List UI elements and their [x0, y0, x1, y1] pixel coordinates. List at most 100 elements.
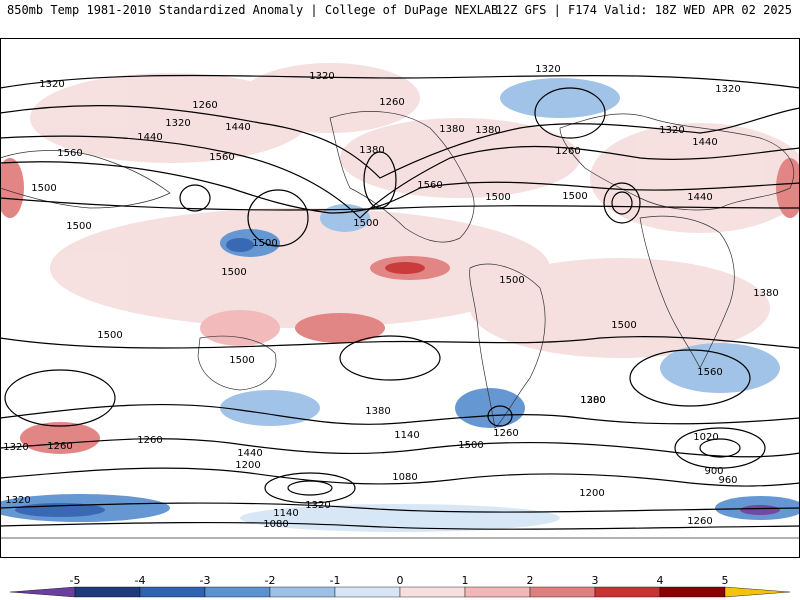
contour-label: 1320	[659, 125, 684, 136]
africa-coast	[639, 215, 735, 369]
legend-tick: -5	[69, 574, 81, 587]
contour-label: 1260	[47, 441, 72, 452]
closed-contour	[363, 151, 397, 209]
legend-swatch	[269, 586, 336, 598]
height-contours	[0, 74, 800, 530]
legend-tick: -4	[134, 574, 146, 587]
closed-contour	[287, 480, 333, 496]
contour-line	[0, 521, 800, 530]
warm-anomaly	[470, 258, 770, 358]
contour-label: 900	[704, 466, 723, 477]
contour-label: 1500	[499, 275, 524, 286]
legend-swatch	[74, 586, 141, 598]
contour-label: 1380	[580, 395, 605, 406]
contour-label: 1560	[57, 148, 82, 159]
closed-contour	[487, 405, 513, 427]
contour-line	[0, 161, 800, 214]
legend-swatch	[399, 586, 466, 598]
legend-tick: 4	[656, 574, 664, 587]
legend-tick: -2	[264, 574, 276, 587]
contour-label: 1380	[359, 145, 384, 156]
contour-label: 1380	[475, 125, 500, 136]
legend-swatch	[724, 586, 791, 598]
closed-contour	[603, 182, 641, 224]
contour-label: 1260	[192, 100, 217, 111]
anomaly-shading	[0, 63, 800, 532]
contour-label: 1440	[692, 137, 717, 148]
closed-contour	[629, 349, 751, 407]
contour-label: 1260	[379, 97, 404, 108]
contour-label: 1200	[579, 488, 604, 499]
contour-label: 1560	[697, 367, 722, 378]
cold-anomaly	[455, 388, 525, 428]
legend-swatch	[529, 586, 596, 598]
legend-swatch	[204, 586, 271, 598]
contour-label: 1440	[687, 192, 712, 203]
legend-tick: -3	[199, 574, 211, 587]
contour-label: 1380	[753, 288, 778, 299]
cold-anomaly	[226, 238, 254, 252]
australia-coast	[197, 335, 277, 391]
warm-anomaly	[590, 123, 800, 233]
closed-contour	[699, 438, 741, 458]
legend-swatch	[334, 586, 401, 598]
contour-label: 1320	[39, 79, 64, 90]
south-america-coast	[469, 263, 546, 429]
closed-contour	[674, 427, 766, 469]
contour-label: 1500	[252, 238, 277, 249]
contour-label: 1500	[353, 218, 378, 229]
contour-label: 1320	[309, 71, 334, 82]
cold-anomaly	[220, 390, 320, 426]
legend-tick: 1	[461, 574, 469, 587]
warm-anomaly	[340, 118, 580, 198]
contour-label: 1320	[305, 500, 330, 511]
warm-anomaly	[20, 422, 100, 454]
legend-swatch	[464, 586, 531, 598]
contour-label: 1500	[458, 440, 483, 451]
contour-line	[0, 104, 800, 179]
contour-label: 1500	[229, 355, 254, 366]
contour-line	[0, 403, 800, 425]
contour-line	[0, 74, 800, 89]
contour-line	[0, 502, 800, 513]
map-title: 850mb Temp 1981-2010 Standardized Anomal…	[7, 3, 499, 17]
contour-label: 1320	[3, 442, 28, 453]
contour-label: 1260	[493, 428, 518, 439]
contour-label: 1500	[221, 267, 246, 278]
legend-swatch	[9, 586, 76, 598]
legend-swatch	[659, 586, 726, 598]
contour-label: 1380	[365, 406, 390, 417]
contour-label: 1320	[165, 118, 190, 129]
contour-label: 1200	[580, 395, 605, 406]
north-america-coast	[329, 111, 475, 243]
contour-label: 1560	[417, 180, 442, 191]
warm-anomaly	[0, 158, 24, 218]
contour-label: 1440	[237, 448, 262, 459]
contour-label: 1320	[5, 495, 30, 506]
contour-line	[0, 135, 800, 219]
contour-label: 1140	[394, 430, 419, 441]
contour-label: 1320	[535, 64, 560, 75]
contour-label: 1260	[555, 146, 580, 157]
cold-anomaly	[240, 504, 560, 532]
contour-label: 1500	[31, 183, 56, 194]
closed-contour	[611, 191, 633, 215]
warm-anomaly	[385, 262, 425, 274]
contour-label: 960	[718, 475, 737, 486]
legend-tick: 3	[591, 574, 599, 587]
legend-color-bar	[9, 586, 791, 598]
legend-swatch	[594, 586, 661, 598]
legend-swatch	[139, 586, 206, 598]
warm-anomaly	[30, 73, 310, 163]
cold-anomaly	[740, 505, 780, 515]
closed-contour	[339, 335, 441, 381]
contour-line	[0, 197, 800, 211]
closed-contour	[4, 369, 116, 427]
contour-label: 1380	[439, 124, 464, 135]
coastlines	[0, 111, 800, 539]
contour-label: 1020	[693, 432, 718, 443]
legend-tick: -1	[329, 574, 341, 587]
contour-line	[0, 438, 800, 458]
